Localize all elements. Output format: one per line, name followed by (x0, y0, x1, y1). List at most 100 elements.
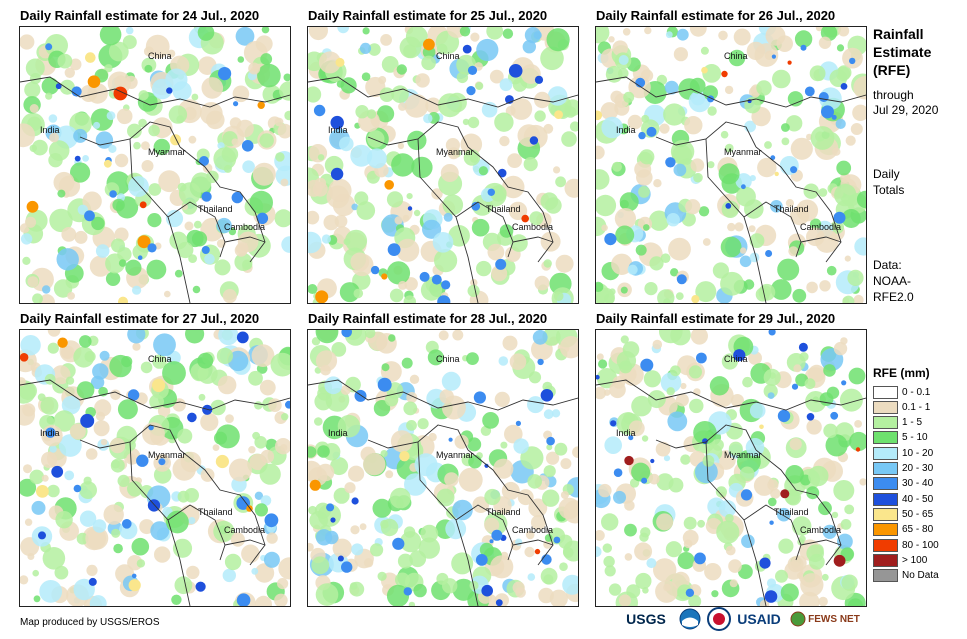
usaid-seal-icon (706, 606, 732, 632)
rainfall-patch (61, 227, 77, 242)
rainfall-patch (848, 367, 866, 385)
rainfall-patch (825, 434, 848, 457)
rainfall-patch (688, 365, 702, 379)
rainfall-patch (806, 419, 822, 435)
legend-title: RFE (mm) (873, 366, 930, 380)
rainfall-patch (82, 155, 89, 162)
rainfall-patch (602, 543, 612, 553)
heavy-rainfall-cell (741, 184, 746, 190)
fewsnet-logo-text: FEWS NET (808, 613, 860, 625)
rainfall-patch (618, 55, 629, 65)
rainfall-patch (127, 123, 142, 139)
legend-item: 40 - 50 (873, 492, 933, 506)
rainfall-patch (522, 40, 536, 54)
rainfall-patch (152, 354, 167, 369)
heavy-rainfall-cell (777, 409, 791, 423)
rainfall-patch (198, 393, 206, 401)
heavy-rainfall-cell (139, 201, 147, 209)
rainfall-patch (663, 103, 686, 126)
rainfall-patch (41, 77, 59, 95)
rainfall-patch (200, 412, 219, 432)
rainfall-patch (612, 376, 626, 389)
heavy-rainfall-cell (473, 391, 486, 404)
rainfall-patch (725, 143, 734, 153)
heavy-rainfall-cell (466, 86, 476, 96)
rainfall-patch (787, 91, 804, 107)
rainfall-patch (99, 27, 122, 46)
heavy-rainfall-cell (341, 330, 352, 338)
rainfall-patch (70, 162, 91, 183)
rainfall-patch (796, 199, 819, 222)
rainfall-patch (818, 36, 832, 49)
rainfall-patch (524, 27, 541, 44)
rainfall-patch (57, 53, 73, 69)
rainfall-patch (350, 525, 360, 535)
rainfall-patch (835, 118, 846, 129)
rainfall-patch (252, 431, 260, 440)
rainfall-patch (596, 216, 607, 237)
rainfall-patch (452, 578, 475, 601)
rainfall-patch (546, 444, 553, 451)
rainfall-patch (314, 417, 323, 426)
heavy-rainfall-cell (798, 342, 808, 352)
rainfall-patch (486, 27, 504, 40)
country-border (455, 201, 514, 258)
rainfall-patch (192, 285, 201, 294)
rainfall-patch (652, 339, 663, 350)
rainfall-patch (619, 192, 639, 212)
rainfall-patch (791, 555, 807, 571)
rainfall-patch (596, 546, 602, 558)
legend-label: 80 - 100 (902, 539, 939, 551)
rainfall-patch (277, 123, 290, 139)
rainfall-patch (680, 454, 691, 465)
country-label-cambodia: Cambodia (800, 525, 841, 535)
rainfall-patch (543, 259, 552, 268)
legend-item: 0.1 - 1 (873, 400, 930, 414)
rainfall-patch (113, 543, 123, 554)
heavy-rainfall-cell (337, 555, 344, 562)
heavy-rainfall-cell (640, 358, 654, 372)
rainfall-patch (695, 281, 717, 303)
rainfall-patch (391, 85, 409, 103)
heavy-rainfall-cell (103, 159, 112, 168)
rainfall-patch (351, 203, 359, 211)
legend-swatch (873, 385, 898, 399)
country-label-india: India (328, 125, 348, 135)
rainfall-patch (508, 201, 528, 221)
rainfall-patch (689, 398, 704, 414)
rainfall-patch (673, 163, 687, 177)
rainfall-patch (618, 594, 632, 606)
rainfall-patch (406, 420, 417, 431)
rainfall-patch (355, 105, 369, 119)
rainfall-patch (704, 563, 722, 581)
rainfall-patch (377, 105, 395, 123)
rainfall-patch (612, 161, 622, 172)
rainfall-patch (611, 253, 633, 275)
rainfall-patch (667, 411, 688, 432)
heavy-rainfall-cell (158, 458, 166, 466)
rainfall-patch (466, 352, 479, 365)
heavy-rainfall-cell (87, 75, 101, 88)
rainfall-patch (408, 601, 416, 606)
panel-title-5: Daily Rainfall estimate for 28 Jul., 202… (308, 311, 548, 326)
rainfall-patch (467, 116, 480, 129)
rainfall-patch (479, 542, 494, 557)
rainfall-patch (698, 206, 710, 217)
rainfall-patch (841, 574, 858, 591)
country-border (800, 236, 842, 243)
legend-item: No Data (873, 569, 939, 583)
rainfall-patch (440, 164, 459, 182)
rainfall-patch (764, 141, 772, 149)
heavy-rainfall-cell (256, 212, 269, 224)
rainfall-patch (601, 513, 619, 531)
country-border (655, 121, 757, 148)
heavy-rainfall-cell (541, 554, 552, 565)
rainfall-patch (476, 260, 492, 277)
rainfall-patch (656, 513, 674, 531)
rainfall-patch (315, 330, 339, 344)
heavy-rainfall-cell (471, 201, 481, 211)
legend-swatch (873, 446, 898, 460)
rainfall-patch (444, 472, 459, 487)
rainfall-patch (260, 495, 272, 506)
rainfall-patch (254, 503, 268, 517)
